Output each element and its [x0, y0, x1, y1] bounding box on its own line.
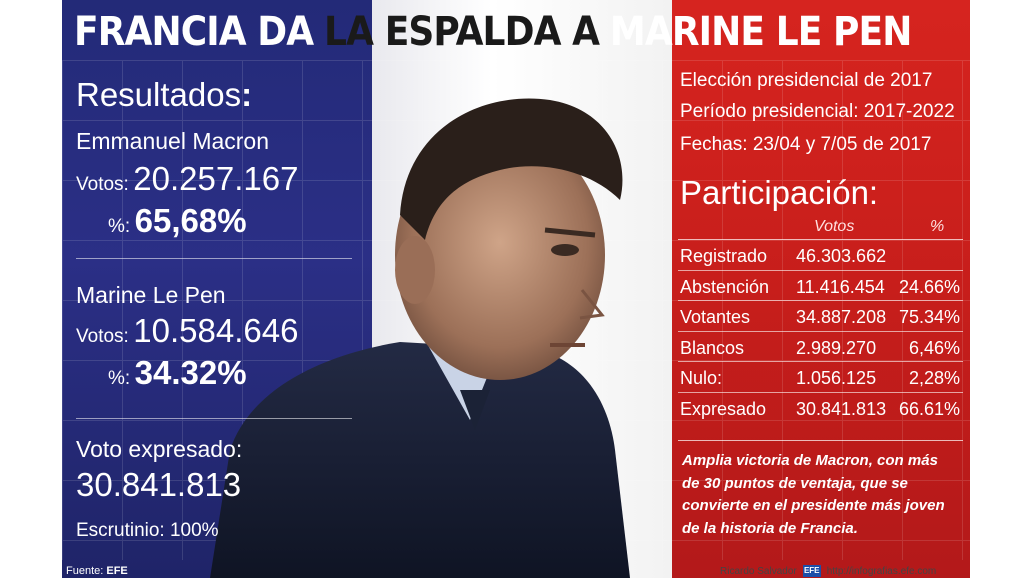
headline: FRANCIA DA LA ESPALDA A MARINE LE PEN — [74, 6, 912, 58]
row-votes: 2.989.270 — [796, 337, 877, 358]
row-votes: 34.887.208 — [796, 307, 887, 327]
table-row: Abstención 11.416.454 24.66% — [678, 271, 963, 301]
lepen-votes-value: 10.584.646 — [133, 312, 299, 349]
election-info-line-1: Elección presidencial de 2017 — [680, 70, 933, 91]
credit-line: Ricardo Salvador EFE http://infografias.… — [720, 565, 936, 577]
macron-name: Emmanuel Macron — [76, 128, 270, 154]
table-row: Blancos 2.989.270 6,46% — [678, 332, 963, 362]
divider — [678, 440, 963, 441]
row-label: Blancos — [680, 337, 745, 358]
source-value: EFE — [106, 565, 128, 577]
row-pct: 75.34% — [898, 307, 960, 327]
summary-line: de la historia de Francia. — [682, 519, 858, 537]
voto-expresado-label: Voto expresado: — [76, 436, 243, 462]
macron-votes-label: Votos: — [76, 174, 129, 195]
participation-table: Votos % Registrado 46.303.662 Abstención… — [678, 214, 963, 423]
macron-portrait-image — [210, 98, 630, 578]
author-name: Ricardo Salvador — [720, 565, 797, 577]
row-label: Expresado — [680, 398, 767, 419]
headline-part-2: LA ESPALDA A — [324, 9, 600, 55]
macron-votes-value: 20.257.167 — [133, 160, 299, 197]
header-votos: Votos — [814, 218, 855, 235]
table-header: Votos % — [678, 214, 963, 240]
headline-part-1: FRANCIA DA — [74, 9, 314, 55]
row-votes: 1.056.125 — [796, 368, 877, 388]
divider — [76, 258, 352, 259]
lepen-pct-label: %: — [108, 368, 131, 389]
escrutinio-text: Escrutinio: 100% — [76, 520, 219, 541]
row-pct: 66.61% — [898, 398, 960, 419]
table-row: Votantes 34.887.208 75.34% — [678, 301, 963, 332]
row-pct: 2,28% — [908, 368, 960, 388]
participation-title: Participación: — [680, 174, 879, 211]
summary-text: Amplia victoria de Macron, con más de 30… — [682, 450, 964, 540]
lepen-pct-value: 34.32% — [134, 354, 247, 391]
source-label: Fuente: — [66, 565, 104, 577]
summary-line: Amplia victoria de Macron, con más — [682, 452, 938, 469]
row-label: Nulo: — [680, 368, 723, 388]
summary-line: de 30 puntos de ventaja, que se — [682, 474, 908, 492]
row-votes: 11.416.454 — [796, 276, 885, 297]
row-votes: 46.303.662 — [796, 246, 887, 266]
row-pct: 24.66% — [898, 276, 960, 297]
table-row: Registrado 46.303.662 — [678, 240, 963, 271]
macron-votes-row: Votos: 20.257.167 — [76, 160, 298, 198]
infografias-link[interactable]: http://infografias.efe.com — [826, 565, 937, 577]
election-info-line-2: Período presidencial: 2017-2022 — [680, 101, 955, 122]
row-label: Registrado — [680, 246, 768, 266]
macron-pct-label: %: — [108, 216, 131, 237]
macron-pct-row: %: 65,68% — [108, 202, 247, 240]
table-row: Expresado 30.841.813 66.61% — [678, 393, 963, 424]
divider — [76, 418, 352, 419]
summary-line: convierte en el presidente más joven — [682, 497, 945, 514]
lepen-votes-row: Votos: 10.584.646 — [76, 312, 298, 350]
results-heading-text: Resultados — [76, 76, 242, 113]
lepen-pct-row: %: 34.32% — [108, 354, 247, 392]
source-line: Fuente: EFE — [66, 565, 128, 577]
results-heading: Resultados: — [76, 76, 252, 114]
election-info-line-3: Fechas: 23/04 y 7/05 de 2017 — [680, 134, 932, 155]
table-row: Nulo: 1.056.125 2,28% — [678, 362, 963, 393]
header-pct: % — [930, 218, 945, 235]
lepen-votes-label: Votos: — [76, 326, 129, 347]
row-label: Votantes — [680, 307, 751, 327]
headline-part-3: MARINE LE PEN — [609, 9, 912, 55]
lepen-name: Marine Le Pen — [76, 282, 226, 308]
macron-pct-value: 65,68% — [134, 202, 247, 239]
results-heading-colon: : — [241, 76, 253, 113]
row-label: Abstención — [680, 276, 770, 297]
row-votes: 30.841.813 — [796, 398, 887, 419]
voto-expresado-value: 30.841.813 — [76, 466, 242, 503]
row-pct: 6,46% — [908, 337, 960, 358]
flag-band-red — [672, 0, 970, 578]
efe-logo-icon: EFE — [802, 565, 821, 577]
